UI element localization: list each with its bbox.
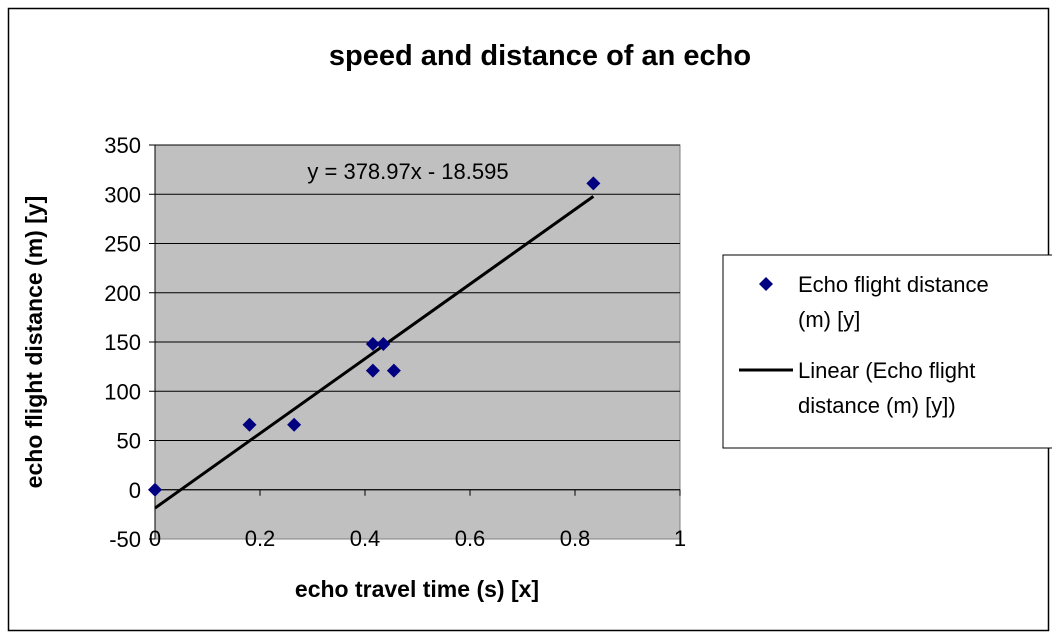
axis-layer bbox=[149, 144, 681, 540]
tick-label-layer: -50 0 50 100 150 200 250 300 350 0 0.2 0.4 0.6 0.8 1 bbox=[104, 133, 686, 552]
trendline-equation: y = 378.97x - 18.595 bbox=[307, 159, 508, 184]
y-tick-label-6: 250 bbox=[104, 232, 141, 257]
data-point-2 bbox=[287, 417, 302, 432]
y-tick-label-3: 100 bbox=[104, 379, 141, 404]
data-point-4 bbox=[365, 336, 380, 351]
x-tick-label-2: 0.4 bbox=[350, 526, 381, 551]
data-point-0 bbox=[148, 482, 162, 497]
y-tick-label-1: 0 bbox=[129, 478, 141, 503]
x-tick-label-4: 0.8 bbox=[560, 526, 591, 551]
y-tick-label-7: 300 bbox=[104, 182, 141, 207]
legend-box bbox=[722, 254, 1052, 449]
x-axis-label: echo travel time (s) [x] bbox=[295, 576, 539, 602]
x-tick-label-5: 1 bbox=[674, 526, 686, 551]
y-axis-label: echo flight distance (m) [y] bbox=[21, 196, 47, 489]
chart-title: speed and distance of an echo bbox=[329, 40, 751, 72]
data-point-3 bbox=[365, 363, 380, 378]
y-tick-label-0: -50 bbox=[109, 527, 141, 552]
legend-marker-diamond bbox=[759, 277, 773, 291]
data-point-5 bbox=[376, 336, 391, 351]
y-tick-label-2: 50 bbox=[117, 429, 141, 454]
legend-entry-2-line-2: distance (m) [y]) bbox=[798, 393, 956, 418]
y-tick-label-5: 200 bbox=[104, 281, 141, 306]
data-point-1 bbox=[242, 417, 257, 432]
legend-entry-1-line-2: (m) [y] bbox=[798, 307, 860, 332]
x-tick-label-3: 0.6 bbox=[455, 526, 486, 551]
grid-layer bbox=[155, 144, 680, 491]
legend-entry-1-line-1: Echo flight distance bbox=[798, 272, 989, 297]
trendline bbox=[154, 195, 595, 510]
y-tick-label-4: 150 bbox=[104, 330, 141, 355]
data-point-7 bbox=[586, 176, 601, 191]
data-point-6 bbox=[386, 363, 401, 378]
x-tick-label-0: 0 bbox=[149, 526, 161, 551]
legend: Echo flight distance (m) [y] Linear (Ech… bbox=[722, 254, 1052, 449]
x-tick-label-1: 0.2 bbox=[245, 526, 276, 551]
y-tick-label-8: 350 bbox=[104, 133, 141, 158]
trendline-layer bbox=[154, 195, 595, 510]
point-layer bbox=[148, 176, 601, 497]
legend-entry-2-line-1: Linear (Echo flight bbox=[798, 358, 975, 383]
